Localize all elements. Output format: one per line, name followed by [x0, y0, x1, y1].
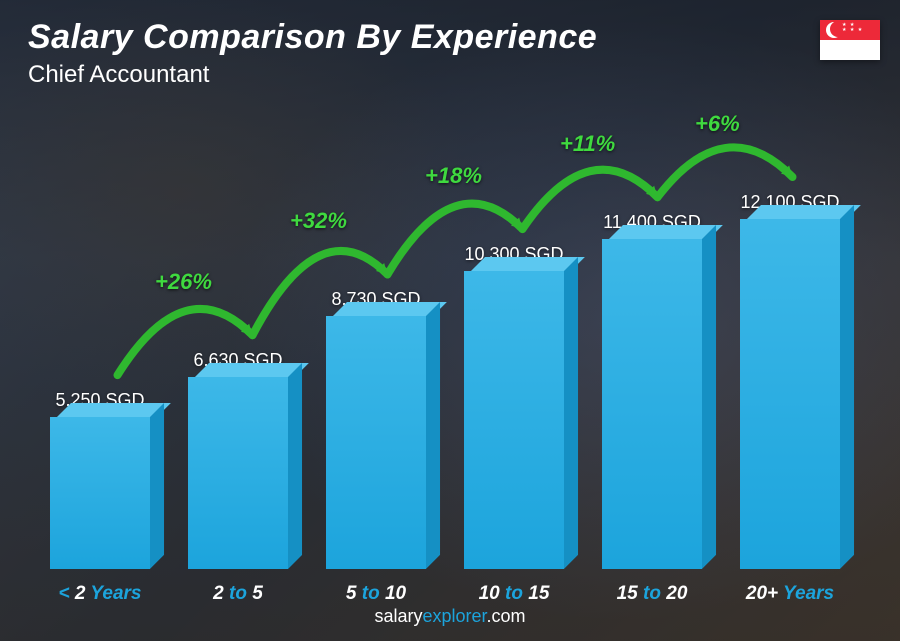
bar-front-face — [464, 271, 564, 569]
bar — [740, 219, 840, 569]
bar — [464, 271, 564, 569]
brand-suffix: explorer — [422, 606, 486, 626]
flag-top-stripe: ★ ★★ ★ ★ — [820, 20, 880, 40]
bar-side-face — [840, 205, 854, 569]
bar-side-face — [564, 257, 578, 569]
bar-x-label: 15 to 20 — [592, 583, 712, 605]
bar-front-face — [326, 316, 426, 569]
bar-group: 8,730 SGD5 to 10 — [316, 289, 436, 569]
bar — [326, 316, 426, 569]
flag-stars-icon: ★ ★★ ★ ★ — [842, 23, 863, 33]
bar-front-face — [50, 417, 150, 569]
bar-x-label: 10 to 15 — [454, 583, 574, 605]
bar — [188, 377, 288, 569]
bar-x-label: 2 to 5 — [178, 583, 298, 605]
chart-subtitle: Chief Accountant — [28, 61, 597, 89]
bars-container: 5,250 SGD< 2 Years6,630 SGD2 to 58,730 S… — [40, 149, 850, 569]
chart-header: Salary Comparison By Experience Chief Ac… — [28, 18, 597, 89]
brand-prefix: salary — [374, 606, 422, 626]
bar-front-face — [740, 219, 840, 569]
bar-group: 5,250 SGD< 2 Years — [40, 390, 160, 569]
salary-bar-chart: 5,250 SGD< 2 Years6,630 SGD2 to 58,730 S… — [40, 149, 850, 569]
footer-brand: salaryexplorer.com — [0, 606, 900, 627]
bar-side-face — [426, 302, 440, 569]
bar-front-face — [188, 377, 288, 569]
bar — [50, 417, 150, 569]
bar-group: 12,100 SGD20+ Years — [730, 192, 850, 569]
bar-side-face — [702, 225, 716, 569]
chart-title: Salary Comparison By Experience — [28, 18, 597, 57]
bar-side-face — [150, 403, 164, 569]
bar-side-face — [288, 363, 302, 569]
bar-group: 6,630 SGD2 to 5 — [178, 350, 298, 569]
flag-bottom-stripe — [820, 40, 880, 60]
country-flag-singapore: ★ ★★ ★ ★ — [820, 20, 880, 60]
bar-group: 11,400 SGD15 to 20 — [592, 212, 712, 569]
bar-x-label: 5 to 10 — [316, 583, 436, 605]
flag-crescent-icon — [826, 22, 842, 38]
bar-x-label: < 2 Years — [40, 583, 160, 605]
bar-front-face — [602, 239, 702, 569]
bar — [602, 239, 702, 569]
brand-domain: .com — [487, 606, 526, 626]
bar-group: 10,300 SGD10 to 15 — [454, 244, 574, 569]
bar-x-label: 20+ Years — [730, 583, 850, 605]
